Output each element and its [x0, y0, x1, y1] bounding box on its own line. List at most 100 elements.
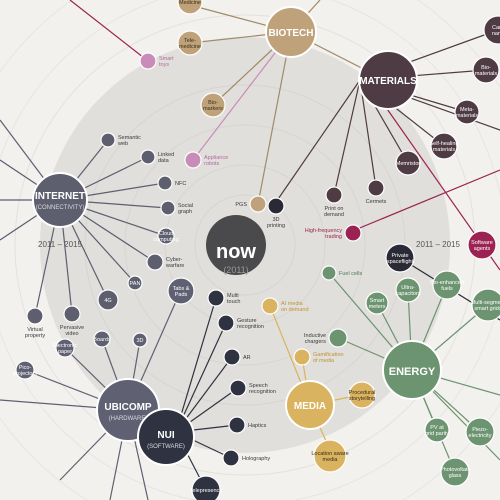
node-cyber-warfare[interactable]: Cyber-warfare: [146, 253, 184, 271]
hub-nui[interactable]: NUI (SOFTWARE): [137, 408, 195, 466]
node-linked-data[interactable]: Linked data: [140, 149, 174, 165]
node-gamification[interactable]: Gamification of media: [293, 348, 344, 366]
node-speech-recognition[interactable]: Speech recognition: [229, 379, 276, 397]
node-nfc[interactable]: NFC: [157, 175, 186, 191]
node-cloud-computing[interactable]: Cloud computing: [153, 227, 179, 245]
energy-title: ENERGY: [389, 366, 436, 378]
node-location-aware-media[interactable]: Location aware media: [311, 439, 349, 473]
node-private-spaceflight[interactable]: Private spaceflight: [385, 243, 415, 273]
node-dot: [430, 132, 458, 160]
hub-energy[interactable]: ENERGY: [382, 340, 442, 400]
node-label: Print on demand: [324, 206, 344, 218]
node-dot: [325, 186, 343, 204]
node-dot: [321, 265, 337, 281]
technology-nodes: Medicine Tele-medicine Smart toys Bio-marker…: [13, 0, 500, 500]
node-multi-touch[interactable]: Multi touch: [207, 289, 240, 307]
node-tabs-pads[interactable]: Tabs & Pads: [167, 277, 195, 305]
node-bio-enhanced-fuels[interactable]: Bio-enhanced fuels: [430, 270, 464, 300]
hub-media[interactable]: MEDIA: [285, 380, 335, 430]
node-dot: [344, 224, 362, 242]
node-dot: [222, 449, 240, 467]
node-dot: [157, 227, 175, 245]
node-smart-meters[interactable]: Smart meters: [365, 291, 389, 315]
node-g4[interactable]: 4G: [97, 289, 119, 311]
node-social-graph[interactable]: Social graph: [160, 200, 193, 216]
node-dot: [97, 289, 119, 311]
node-ar[interactable]: AR: [223, 348, 251, 366]
node-meta-materials[interactable]: Meta-materials: [454, 99, 480, 125]
node-high-freq-trading[interactable]: High-frequency trading: [305, 224, 362, 242]
node-ai-media[interactable]: AI media on demand: [261, 297, 309, 315]
node-gesture-recognition[interactable]: Gesture recognition: [217, 314, 264, 332]
node-dot: [100, 132, 116, 148]
node-label: Appliance robots: [204, 155, 228, 167]
node-label: Inductive chargers: [304, 333, 326, 345]
node-dot: [483, 15, 500, 45]
node-piezo-electricity[interactable]: Piezo-electricity: [465, 417, 495, 447]
node-dot: [132, 332, 148, 348]
node-d3[interactable]: 3D: [132, 332, 148, 348]
hub-biotech[interactable]: BIOTECH: [265, 6, 317, 58]
node-self-healing[interactable]: Self-healing materials: [429, 132, 459, 160]
node-boards[interactable]: Boards: [93, 330, 111, 348]
node-dot: [424, 417, 450, 443]
node-medicine[interactable]: Medicine: [177, 0, 203, 15]
node-ultra-capacitors[interactable]: Ultra-capacitors: [395, 277, 421, 303]
node-electronic-paper[interactable]: Electronic paper: [53, 338, 77, 358]
node-pv-grid-parity[interactable]: PV at grid parity: [424, 417, 450, 443]
node-virtual-property[interactable]: Virtual property: [25, 307, 45, 339]
media-title: MEDIA: [294, 401, 326, 412]
node-label: Electronic paper: [53, 343, 77, 355]
node-label: Haptics: [248, 423, 267, 429]
node-label: High-frequency trading: [305, 228, 343, 240]
node-label: PAN: [130, 281, 141, 287]
node-multi-segment[interactable]: Multi-segmentsmart grids: [471, 288, 500, 322]
node-appliance-robots[interactable]: Appliance robots: [184, 151, 228, 169]
node-label: Speech recognition: [249, 383, 276, 395]
node-cermets[interactable]: Cermets: [366, 179, 387, 205]
node-label: NFC: [175, 181, 186, 187]
node-pan[interactable]: PAN: [127, 275, 143, 291]
node-dot: [465, 417, 495, 447]
node-bio-markers[interactable]: Bio-markers: [200, 92, 226, 118]
node-dot: [440, 457, 470, 487]
hub-materials[interactable]: MATERIALS: [358, 50, 418, 110]
node-fuel-cells[interactable]: Fuel cells: [321, 265, 362, 281]
node-smart-toys[interactable]: Smart toys: [139, 52, 174, 70]
ubicomp-subtitle: (HARDWARE): [109, 416, 148, 422]
hub-internet[interactable]: INTERNET (CONNECTIVITY): [32, 172, 88, 228]
node-photovoltaic-glass[interactable]: Photovoltaic glass: [440, 457, 470, 487]
node-holography[interactable]: Holography: [222, 449, 270, 467]
node-telepresence[interactable]: Telepresence: [190, 475, 223, 500]
node-label: 4G: [104, 298, 111, 304]
node-pico-projectors[interactable]: Pico-projectors: [13, 360, 37, 380]
node-pgs[interactable]: PGS: [235, 195, 267, 213]
node-label: Cermets: [366, 199, 387, 205]
node-haptics[interactable]: Haptics: [228, 416, 267, 434]
node-bio-materials[interactable]: Bio-materials: [472, 56, 500, 84]
node-inductive-chargers[interactable]: Inductive chargers: [304, 328, 348, 348]
node-dot: [160, 200, 176, 216]
node-tele-medicine[interactable]: Tele-medicine: [177, 30, 203, 56]
node-pervasive-video[interactable]: Pervasive video: [60, 305, 84, 337]
node-semantic-web[interactable]: Semantic web: [100, 132, 141, 148]
node-dot: [15, 360, 35, 380]
node-print-on-demand[interactable]: Print on demand: [324, 186, 344, 218]
hub-now[interactable]: now (2011): [206, 215, 266, 275]
node-carbon-nano[interactable]: Carbnano: [483, 15, 500, 45]
biotech-title: BIOTECH: [269, 28, 314, 39]
node-printing-3d[interactable]: 3D printing: [267, 197, 285, 229]
node-dot: [127, 275, 143, 291]
node-memristor[interactable]: Memristor: [395, 150, 421, 176]
node-dot: [454, 99, 480, 125]
node-software-agents[interactable]: Software agents: [467, 230, 497, 260]
node-procedural-storytelling[interactable]: Procedural storytelling: [348, 381, 376, 409]
node-label: Private spaceflight: [387, 253, 414, 265]
node-dot: [472, 56, 500, 84]
node-dot: [328, 328, 348, 348]
node-label: AR: [243, 355, 251, 361]
node-dot: [26, 307, 44, 325]
node-label: PV at grid parity: [425, 425, 449, 437]
node-label: Virtual property: [25, 327, 45, 339]
node-label: Linked data: [158, 152, 174, 164]
